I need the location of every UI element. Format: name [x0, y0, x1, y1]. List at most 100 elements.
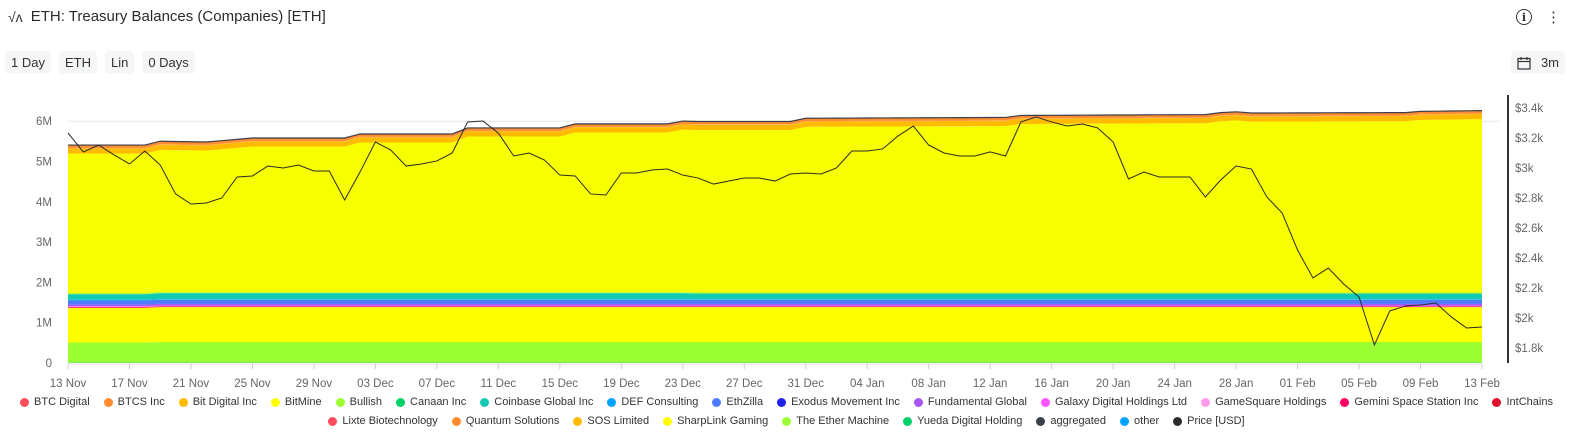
- header-actions: i ⋮: [1516, 8, 1561, 26]
- legend-row-2: Lixte Biotechnology Quantum Solutions SOS …: [0, 415, 1573, 427]
- y-right-tick-label: $2.6k: [1515, 223, 1543, 235]
- x-tick-label: 12 Jan: [973, 378, 1008, 390]
- legend-item[interactable]: GameSquare Holdings: [1201, 396, 1326, 408]
- legend-label: IntChains: [1506, 396, 1553, 408]
- legend-item[interactable]: EthZilla: [712, 396, 763, 408]
- legend-label: Canaan Inc: [410, 396, 467, 408]
- legend-row-1: BTC Digital BTCS Inc Bit Digital Inc BitMin…: [0, 396, 1573, 408]
- area-btcs-inc: [68, 110, 1482, 148]
- area-gamesquare-holdings: [68, 306, 1482, 307]
- date-range-button[interactable]: 3m: [1510, 51, 1565, 74]
- x-tick-label: 11 Dec: [481, 378, 517, 390]
- x-tick-label: 07 Dec: [419, 378, 456, 390]
- legend-dot-icon: [1036, 416, 1046, 426]
- x-tick-label: 05 Feb: [1341, 378, 1377, 390]
- legend-label: Quantum Solutions: [465, 415, 560, 427]
- legend-dot-icon: [1040, 397, 1050, 407]
- y-right-tick-label: $2k: [1515, 313, 1534, 325]
- y-left-tick-label: 2M: [36, 277, 52, 289]
- legend-item[interactable]: Coinbase Global Inc: [480, 396, 593, 408]
- legend-dot-icon: [178, 397, 188, 407]
- legend-dot-icon: [913, 397, 923, 407]
- info-icon[interactable]: i: [1516, 9, 1532, 25]
- legend-item[interactable]: Bit Digital Inc: [178, 396, 257, 408]
- x-tick-label: 04 Jan: [850, 378, 885, 390]
- legend-item[interactable]: Gemini Space Station Inc: [1340, 396, 1478, 408]
- y-left-tick-label: 6M: [36, 116, 52, 128]
- legend-item[interactable]: Quantum Solutions: [451, 415, 560, 427]
- legend-label: Galaxy Digital Holdings Ltd: [1054, 396, 1188, 408]
- legend-item[interactable]: Fundamental Global: [913, 396, 1027, 408]
- x-tick-label: 29 Nov: [296, 378, 333, 390]
- legend-label: Fundamental Global: [927, 396, 1027, 408]
- legend-item[interactable]: Price [USD]: [1173, 415, 1245, 427]
- y-right-tick-label: $2.4k: [1515, 253, 1543, 265]
- legend-item[interactable]: SharpLink Gaming: [663, 415, 768, 427]
- legend-dot-icon: [573, 416, 583, 426]
- legend-item[interactable]: other: [1120, 415, 1159, 427]
- legend-item[interactable]: BTC Digital: [20, 396, 90, 408]
- resolution-button[interactable]: 1 Day: [5, 51, 51, 74]
- legend-item[interactable]: Bullish: [335, 396, 383, 408]
- legend-item[interactable]: IntChains: [1492, 396, 1553, 408]
- legend-item[interactable]: Exodus Movement Inc: [777, 396, 900, 408]
- legend-item[interactable]: BitMine: [270, 396, 322, 408]
- legend-label: other: [1134, 415, 1160, 427]
- legend-label: Price [USD]: [1187, 415, 1245, 427]
- legend-label: Exodus Movement Inc: [791, 396, 900, 408]
- legend-label: SharpLink Gaming: [677, 415, 769, 427]
- y-right-tick-label: $3.2k: [1515, 133, 1543, 145]
- legend-label: GameSquare Holdings: [1215, 396, 1327, 408]
- legend-label: BTCS Inc: [117, 396, 165, 408]
- area-quantum-solutions: [68, 113, 1482, 149]
- legend-label: Bit Digital Inc: [192, 396, 257, 408]
- legend-label: Yueda Digital Holding: [917, 415, 1023, 427]
- scale-button[interactable]: Lin: [104, 51, 135, 74]
- legend-item[interactable]: BTCS Inc: [103, 396, 165, 408]
- legend-label: EthZilla: [726, 396, 764, 408]
- legend-label: Gemini Space Station Inc: [1354, 396, 1479, 408]
- x-tick-label: 31 Dec: [788, 378, 825, 390]
- x-tick-label: 21 Nov: [173, 378, 210, 390]
- chart-toolbar: 1 Day ETH Lin 0 Days: [5, 51, 195, 74]
- x-tick-label: 01 Feb: [1280, 378, 1316, 390]
- legend-item[interactable]: Yueda Digital Holding: [903, 415, 1022, 427]
- area-coinbase-global-inc: [68, 293, 1482, 300]
- date-range-label: 3m: [1540, 55, 1559, 70]
- legend-dot-icon: [1492, 397, 1502, 407]
- legend-item[interactable]: Canaan Inc: [396, 396, 466, 408]
- legend-dot-icon: [1340, 397, 1350, 407]
- legend-item[interactable]: aggregated: [1036, 415, 1106, 427]
- legend-dot-icon: [607, 397, 617, 407]
- legend-item[interactable]: Lixte Biotechnology: [328, 415, 438, 427]
- chart-canvas[interactable]: 13 Nov 17 Nov 21 Nov 25 Nov 29 Nov 03 Dec 07 D…: [0, 0, 1573, 395]
- area-sharplink-gaming: [68, 307, 1482, 343]
- area-bullish: [68, 292, 1482, 295]
- legend-dot-icon: [663, 416, 673, 426]
- area-canaan-inc: [68, 293, 1482, 295]
- area-bit-digital-inc: [68, 113, 1482, 154]
- price-line: [67, 116, 1483, 347]
- legend-item[interactable]: The Ether Machine: [782, 415, 889, 427]
- legend-label: aggregated: [1050, 415, 1107, 427]
- legend-label: Coinbase Global Inc: [494, 396, 594, 408]
- x-tick-label: 25 Nov: [234, 378, 271, 390]
- legend-label: BTC Digital: [34, 396, 90, 408]
- legend-label: Bullish: [349, 396, 383, 408]
- moving-average-button[interactable]: 0 Days: [142, 51, 195, 74]
- x-tick-label: 09 Feb: [1403, 378, 1439, 390]
- area-def-consulting: [68, 299, 1482, 301]
- legend-item[interactable]: Galaxy Digital Holdings Ltd: [1040, 396, 1188, 408]
- area-bitmine: [68, 119, 1482, 294]
- legend-label: DEF Consulting: [621, 396, 699, 408]
- x-tick-label: 27 Dec: [726, 378, 763, 390]
- unit-button[interactable]: ETH: [58, 51, 97, 74]
- chart-title: ETH: Treasury Balances (Companies) [ETH]: [30, 8, 326, 25]
- legend-item[interactable]: SOS Limited: [573, 415, 649, 427]
- legend-item[interactable]: DEF Consulting: [607, 396, 698, 408]
- kebab-menu-icon[interactable]: ⋮: [1546, 9, 1561, 26]
- legend-label: BitMine: [284, 396, 322, 408]
- y-left-tick-label: 0: [46, 358, 52, 370]
- chart-header: √ʌ ETH: Treasury Balances (Companies) [E…: [8, 8, 326, 25]
- legend-label: SOS Limited: [587, 415, 650, 427]
